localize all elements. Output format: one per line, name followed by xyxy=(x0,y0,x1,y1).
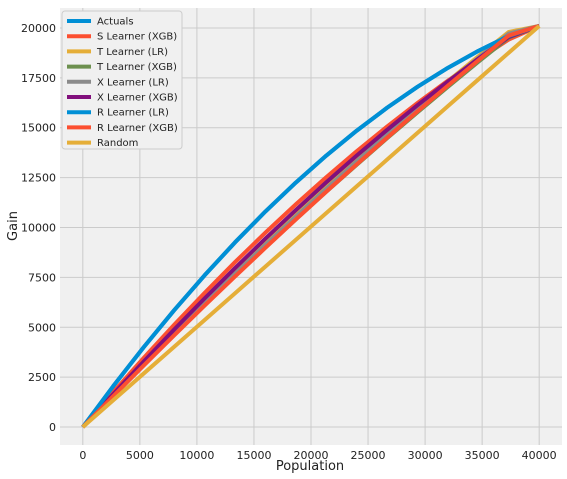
x-tick-label: 40000 xyxy=(522,449,557,462)
legend-label-4: X Learner (LR) xyxy=(97,77,169,88)
x-axis-label: Population xyxy=(276,459,344,474)
series-line-6 xyxy=(81,24,540,429)
y-axis-label: Gain xyxy=(6,211,21,241)
y-tick-labels: 0 2500 5000 7500 10000 12500 15000 17500 20000 xyxy=(21,22,56,434)
legend-label-7: R Learner (XGB) xyxy=(97,123,178,134)
legend-box xyxy=(61,10,183,150)
x-tick-label: 5000 xyxy=(126,449,154,462)
y-tick-label: 0 xyxy=(49,421,56,434)
series-line-7 xyxy=(81,24,540,429)
x-tick-labels: 0 5000 10000 15000 20000 25000 30000 35000 40000 xyxy=(79,449,556,462)
y-tick-label: 7500 xyxy=(28,271,56,284)
x-tick-label: 10000 xyxy=(179,449,214,462)
x-tick-label: 20000 xyxy=(294,449,329,462)
y-tick-label: 10000 xyxy=(21,221,56,234)
y-tick-label: 12500 xyxy=(21,172,56,185)
legend: Actuals S Learner (XGB) T Learner (LR) T Le… xyxy=(61,10,183,150)
legend-label-8: Random xyxy=(97,138,138,149)
x-tick-label: 25000 xyxy=(351,449,386,462)
x-tick-label: 30000 xyxy=(408,449,443,462)
legend-label-6: R Learner (LR) xyxy=(97,108,169,119)
legend-label-3: T Learner (XGB) xyxy=(96,62,177,73)
series-line-8 xyxy=(81,24,541,429)
x-tick-label: 35000 xyxy=(465,449,500,462)
legend-label-0: Actuals xyxy=(97,17,134,28)
y-tick-label: 20000 xyxy=(21,22,56,35)
x-tick-label: 15000 xyxy=(236,449,271,462)
y-tick-label: 5000 xyxy=(28,321,56,334)
series-lines xyxy=(81,23,541,429)
legend-label-1: S Learner (XGB) xyxy=(97,32,177,43)
x-tick-label: 0 xyxy=(79,449,86,462)
series-line-5 xyxy=(81,24,540,429)
y-tick-label: 17500 xyxy=(21,72,56,85)
legend-label-5: X Learner (XGB) xyxy=(97,93,178,104)
y-tick-label: 2500 xyxy=(28,371,56,384)
legend-label-2: T Learner (LR) xyxy=(96,47,168,58)
y-tick-label: 15000 xyxy=(21,122,56,135)
